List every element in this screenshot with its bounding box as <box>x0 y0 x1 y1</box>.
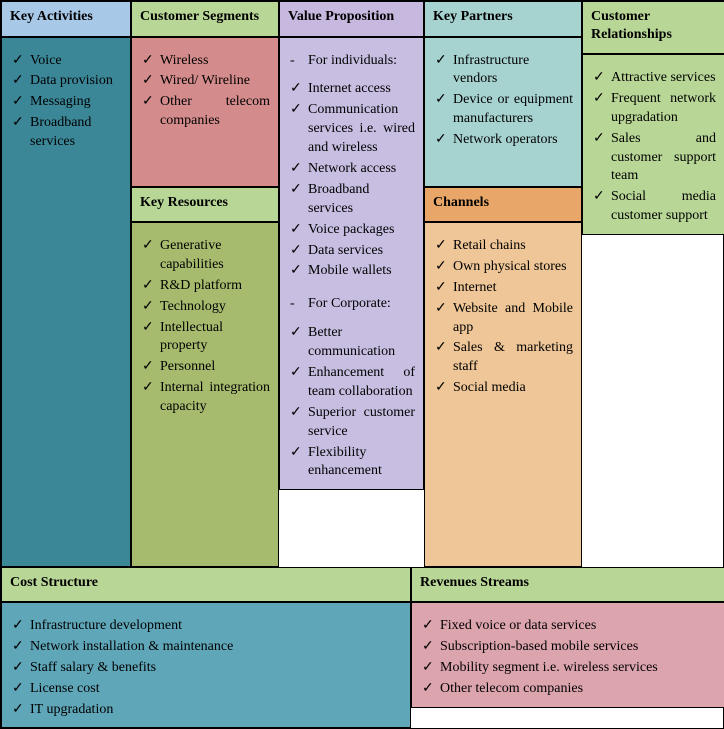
key-activities-title: Key Activities <box>10 8 122 26</box>
key-partners-list: Infrastructure vendorsDevice or equipmen… <box>433 50 573 152</box>
key-activities-header: Key Activities <box>1 1 131 37</box>
bmc-top-grid: Key Activities VoiceData provision Messag… <box>1 1 723 567</box>
list-item: Wired/ Wireline <box>140 72 270 91</box>
list-item: Network access <box>288 160 415 179</box>
revenue-streams-header: Revenues Streams <box>411 567 724 603</box>
list-item: Flexibility enhancement <box>288 444 415 482</box>
list-item: Data provision <box>10 72 122 91</box>
col-key-activities: Key Activities VoiceData provision Messag… <box>1 1 131 567</box>
customer-relationships-header: Customer Relationships <box>582 1 724 54</box>
list-item: Broadband services <box>10 114 122 152</box>
list-item: License cost <box>10 680 402 699</box>
revenue-streams-body: Fixed voice or data services Subscription… <box>411 602 724 708</box>
list-item: Retail chains <box>433 237 573 256</box>
list-item: Messaging <box>10 93 122 112</box>
key-resources-body: Generative capabilities R&D platform Techn… <box>131 222 279 567</box>
list-item: Social media <box>433 379 573 398</box>
col-revenue-streams: Revenues Streams Fixed voice or data ser… <box>411 567 724 729</box>
key-resources-list: Generative capabilities R&D platform Techn… <box>140 235 270 419</box>
key-partners-title: Key Partners <box>433 8 573 26</box>
list-item: Infrastructure vendors <box>433 52 573 90</box>
section-label: For individuals: <box>288 52 415 71</box>
col-cost-structure: Cost Structure Infrastructure developmen… <box>1 567 411 729</box>
section-label: For Corporate: <box>288 295 415 314</box>
list-item: Broadband services <box>288 181 415 219</box>
bmc-bottom-grid: Cost Structure Infrastructure developmen… <box>1 567 723 729</box>
revenue-streams-title: Revenues Streams <box>420 574 716 592</box>
list-item: Network operators <box>433 131 573 150</box>
list-item: Frequent network upgradation <box>591 90 716 128</box>
list-item: Attractive services <box>591 69 716 88</box>
list-item: Website and Mobile app <box>433 300 573 338</box>
col-2: Customer Segments WirelessWired/ Wirelin… <box>131 1 279 567</box>
list-item: Infrastructure development <box>10 617 402 636</box>
list-item: Personnel <box>140 358 270 377</box>
list-item: Mobility segment i.e. wireless services <box>420 659 716 678</box>
list-item: Technology <box>140 298 270 317</box>
list-item: Superior customer service <box>288 404 415 442</box>
list-item: Other telecom companies <box>140 93 270 131</box>
value-proposition-title: Value Proposition <box>288 8 415 26</box>
cost-structure-list: Infrastructure development Network instal… <box>10 615 402 721</box>
value-proposition-header: Value Proposition <box>279 1 424 37</box>
customer-segments-body: WirelessWired/ Wireline Other telecom com… <box>131 37 279 187</box>
list-item: Device or equipment manufacturers <box>433 91 573 129</box>
list-item: Voice packages <box>288 221 415 240</box>
channels-header: Channels <box>424 187 582 223</box>
customer-relationships-list: Attractive services Frequent network upgr… <box>591 67 716 228</box>
bmc-canvas: Key Activities VoiceData provision Messag… <box>0 0 724 729</box>
customer-segments-header: Customer Segments <box>131 1 279 37</box>
key-resources-title: Key Resources <box>140 194 270 212</box>
list-item: Sales and customer support team <box>591 130 716 187</box>
channels-title: Channels <box>433 194 573 212</box>
list-item: Sales & marketing staff <box>433 339 573 377</box>
list-item: Other telecom companies <box>420 680 716 699</box>
list-item: Wireless <box>140 52 270 71</box>
channels-body: Retail chains Own physical stores Internet… <box>424 222 582 567</box>
list-item: Enhancement of team collaboration <box>288 364 415 402</box>
list-item: Subscription-based mobile services <box>420 638 716 657</box>
cost-structure-body: Infrastructure development Network instal… <box>1 602 411 728</box>
value-proposition-body: For individuals: Internet access Communica… <box>279 37 424 491</box>
key-resources-header: Key Resources <box>131 187 279 223</box>
customer-relationships-body: Attractive services Frequent network upgr… <box>582 54 724 235</box>
list-item: Network installation & maintenance <box>10 638 402 657</box>
col-value-proposition: Value Proposition For individuals: Intern… <box>279 1 424 567</box>
list-item: Better communication <box>288 324 415 362</box>
customer-segments-list: WirelessWired/ Wireline Other telecom com… <box>140 50 270 134</box>
key-partners-header: Key Partners <box>424 1 582 37</box>
list-item: IT upgradation <box>10 701 402 720</box>
key-activities-list: VoiceData provision Messaging Broadband se… <box>10 50 122 154</box>
list-item: Staff salary & benefits <box>10 659 402 678</box>
col-4: Key Partners Infrastructure vendorsDevic… <box>424 1 582 567</box>
list-item: R&D platform <box>140 277 270 296</box>
list-item: Own physical stores <box>433 258 573 277</box>
list-item: Internet <box>433 279 573 298</box>
list-item: Voice <box>10 52 122 71</box>
customer-relationships-title: Customer Relationships <box>591 8 716 43</box>
list-item: Intellectual property <box>140 319 270 357</box>
list-item: Communication services i.e. wired and wi… <box>288 101 415 158</box>
cost-structure-header: Cost Structure <box>1 567 411 603</box>
col-customer-relationships: Customer Relationships Attractive servic… <box>582 1 724 567</box>
key-partners-body: Infrastructure vendorsDevice or equipmen… <box>424 37 582 187</box>
list-item: Fixed voice or data services <box>420 617 716 636</box>
cost-structure-title: Cost Structure <box>10 574 402 592</box>
list-item: Generative capabilities <box>140 237 270 275</box>
channels-list: Retail chains Own physical stores Internet… <box>433 235 573 400</box>
value-proposition-list: For individuals: Internet access Communica… <box>288 50 415 484</box>
list-item: Data services <box>288 242 415 261</box>
revenue-streams-list: Fixed voice or data services Subscription… <box>420 615 716 701</box>
list-item: Internet access <box>288 80 415 99</box>
list-item: Internal integration capacity <box>140 379 270 417</box>
customer-segments-title: Customer Segments <box>140 8 270 26</box>
list-item: Social media customer support <box>591 188 716 226</box>
key-activities-body: VoiceData provision Messaging Broadband se… <box>1 37 131 567</box>
list-item: Mobile wallets <box>288 262 415 281</box>
